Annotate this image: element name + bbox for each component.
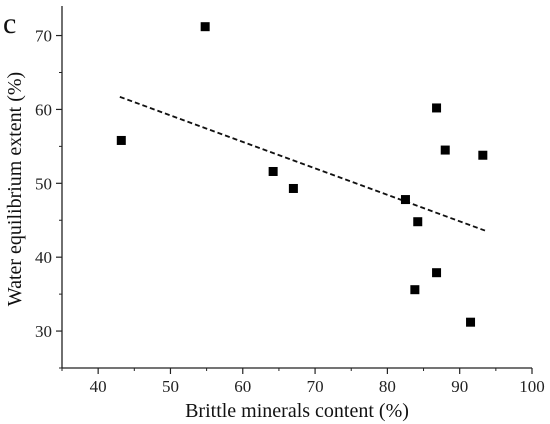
y-tick-label: 70: [35, 27, 52, 46]
y-axis-label: Water equilibrium extent (%): [4, 72, 26, 306]
y-tick-label: 60: [35, 100, 52, 119]
x-tick-label: 50: [162, 377, 179, 396]
x-tick-label: 60: [234, 377, 251, 396]
x-tick-label: 90: [451, 377, 468, 396]
data-point: [432, 103, 442, 113]
x-tick-label: 100: [519, 377, 545, 396]
data-point: [268, 166, 278, 176]
data-points: [116, 22, 488, 327]
data-point: [288, 183, 298, 193]
data-point: [432, 268, 442, 278]
data-point: [478, 150, 488, 160]
axes: [61, 6, 532, 369]
x-tick-label: 80: [379, 377, 396, 396]
data-point: [440, 145, 450, 155]
y-tick-label: 30: [35, 322, 52, 341]
panel-label: c: [3, 7, 16, 40]
data-point: [116, 135, 126, 145]
data-point: [400, 195, 410, 205]
x-tick-label: 40: [90, 377, 107, 396]
data-point: [413, 217, 423, 227]
x-tick-label: 70: [307, 377, 324, 396]
y-tick-label: 50: [35, 174, 52, 193]
trend-line: [119, 96, 486, 232]
x-axis-label: Brittle minerals content (%): [185, 400, 409, 422]
ticks: 40 50 60 70 80 90 100 30 40 50 60 70: [35, 27, 545, 396]
data-point: [466, 317, 476, 327]
data-point: [410, 285, 420, 295]
y-tick-label: 40: [35, 248, 52, 267]
data-point: [200, 22, 210, 32]
